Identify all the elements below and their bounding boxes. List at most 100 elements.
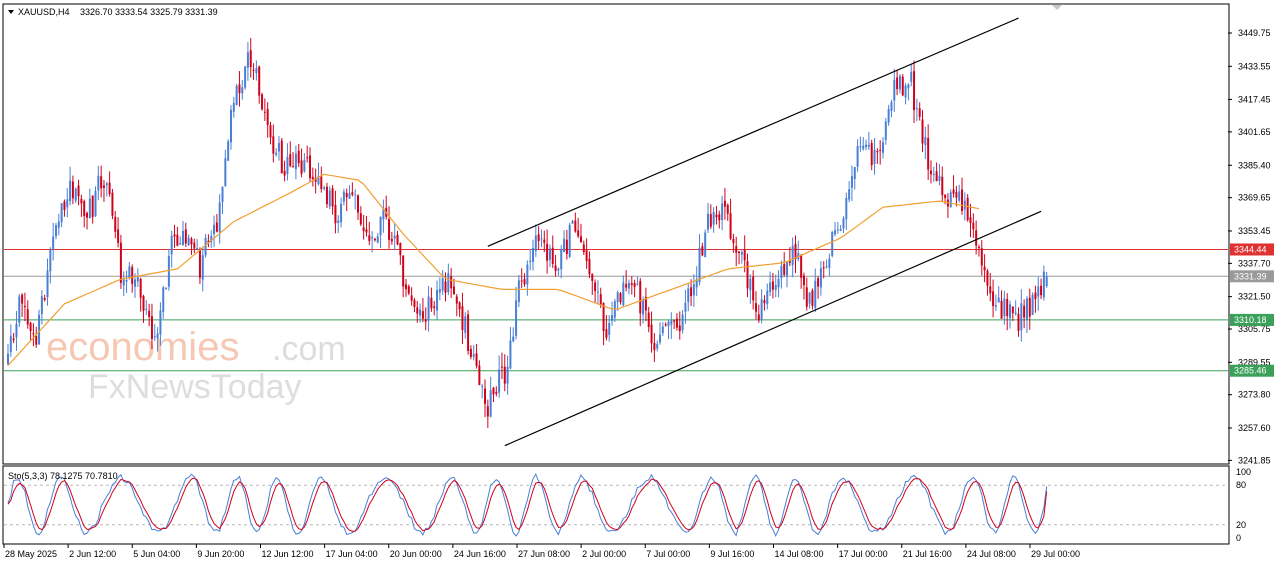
candle-body (182, 231, 184, 246)
time-tick-label: 27 Jun 08:00 (518, 549, 570, 559)
candle-body (122, 279, 125, 286)
candle-body (303, 159, 306, 172)
candle-body (80, 198, 83, 204)
candle-body (540, 238, 543, 240)
candle-body (173, 234, 176, 237)
candle-body (935, 171, 938, 182)
time-tick-label: 12 Jun 12:00 (262, 549, 314, 559)
symbol-label: XAUUSD,H4 (18, 7, 70, 17)
candle-body (842, 218, 845, 229)
candle-body (201, 255, 204, 280)
candle-body (32, 333, 35, 335)
candle-body (579, 236, 582, 243)
candle-body (1034, 292, 1037, 300)
candle-body (633, 282, 636, 287)
candle-body (224, 158, 227, 187)
candle-body (458, 302, 461, 310)
candle-body (331, 188, 334, 207)
candle-body (896, 77, 899, 90)
price-tick-label: 3257.60 (1238, 423, 1271, 433)
candle-body (938, 175, 941, 181)
candle-body (328, 190, 331, 207)
candle-body (325, 186, 328, 205)
candle-body (12, 338, 15, 341)
candle-body (441, 278, 444, 291)
stoch-k-line[interactable] (7, 473, 1048, 538)
candle-body (249, 50, 252, 68)
time-tick-label: 17 Jul 00:00 (839, 549, 888, 559)
candle-body (839, 229, 842, 231)
stoch-d-line[interactable] (7, 477, 1048, 532)
candle-body (23, 306, 26, 308)
candle-body (760, 299, 763, 320)
candle-body (49, 249, 52, 272)
candle-body (83, 201, 86, 217)
candle-body (972, 222, 975, 230)
candle-body (543, 239, 546, 243)
candle-body (261, 94, 264, 110)
candle-body (1028, 297, 1031, 317)
collapse-triangle-icon[interactable] (8, 10, 14, 14)
stoch-tick-label: 80 (1236, 480, 1246, 490)
candle-body (529, 260, 532, 263)
candle-body (1020, 303, 1023, 331)
candle-body (153, 336, 156, 338)
candle-body (1014, 312, 1017, 315)
ma-line[interactable] (7, 173, 980, 366)
watermark-dotcom: .com (272, 330, 346, 368)
candle-body (673, 320, 676, 322)
candle-body (283, 170, 286, 176)
stoch-tick-label: 20 (1236, 520, 1246, 530)
candle-body (757, 314, 760, 321)
candle-body (870, 143, 873, 166)
candle-body (66, 199, 69, 208)
candle-body (977, 246, 980, 248)
candle-body (811, 290, 814, 306)
candle-body (379, 216, 382, 236)
candle-body (450, 275, 453, 289)
candle-body (433, 306, 436, 308)
candle-body (492, 387, 495, 395)
candle-body (989, 286, 992, 294)
trend-channel (487, 17, 1042, 447)
candle-body (630, 283, 633, 285)
candle-body (997, 297, 1000, 303)
candle-body (763, 300, 766, 304)
candle-body (664, 324, 667, 326)
price-tick-label: 3401.65 (1238, 127, 1271, 137)
candle-body (856, 146, 859, 167)
candle-body (969, 217, 972, 224)
time-tick-label: 24 Jul 08:00 (967, 549, 1016, 559)
candle-body (887, 108, 890, 123)
candle-body (162, 287, 165, 312)
candle-body (292, 166, 295, 168)
candle-body (1003, 298, 1006, 317)
level-tag-label: 3344.44 (1234, 244, 1267, 254)
candle-body (142, 296, 145, 311)
chart-shift-marker-icon[interactable] (1052, 5, 1062, 10)
candle-body (447, 273, 450, 293)
time-tick-label: 28 May 2025 (5, 549, 57, 559)
candle-body (941, 176, 944, 195)
candle-body (430, 297, 433, 309)
candle-body (932, 174, 935, 176)
price-tick-label: 3289.55 (1238, 357, 1271, 367)
candle-body (746, 261, 749, 289)
candle-body (992, 291, 995, 307)
candle-body (678, 325, 681, 332)
candle-body (619, 293, 622, 303)
candle-body (139, 278, 142, 298)
candle-body (277, 143, 280, 152)
candle-body (1017, 313, 1020, 331)
candle-body (602, 302, 605, 332)
candle-body (802, 275, 805, 286)
candle-body (814, 280, 817, 308)
candle-body (365, 229, 368, 233)
channel-lower-line[interactable] (504, 210, 1042, 447)
candle-body (297, 150, 300, 164)
candle-body (354, 194, 357, 196)
stochastic-oscillator: 100 80 20 0 (4, 467, 1251, 543)
candle-body (754, 303, 757, 312)
time-tick-label: 9 Jun 20:00 (197, 549, 244, 559)
channel-upper-line[interactable] (487, 17, 1019, 247)
